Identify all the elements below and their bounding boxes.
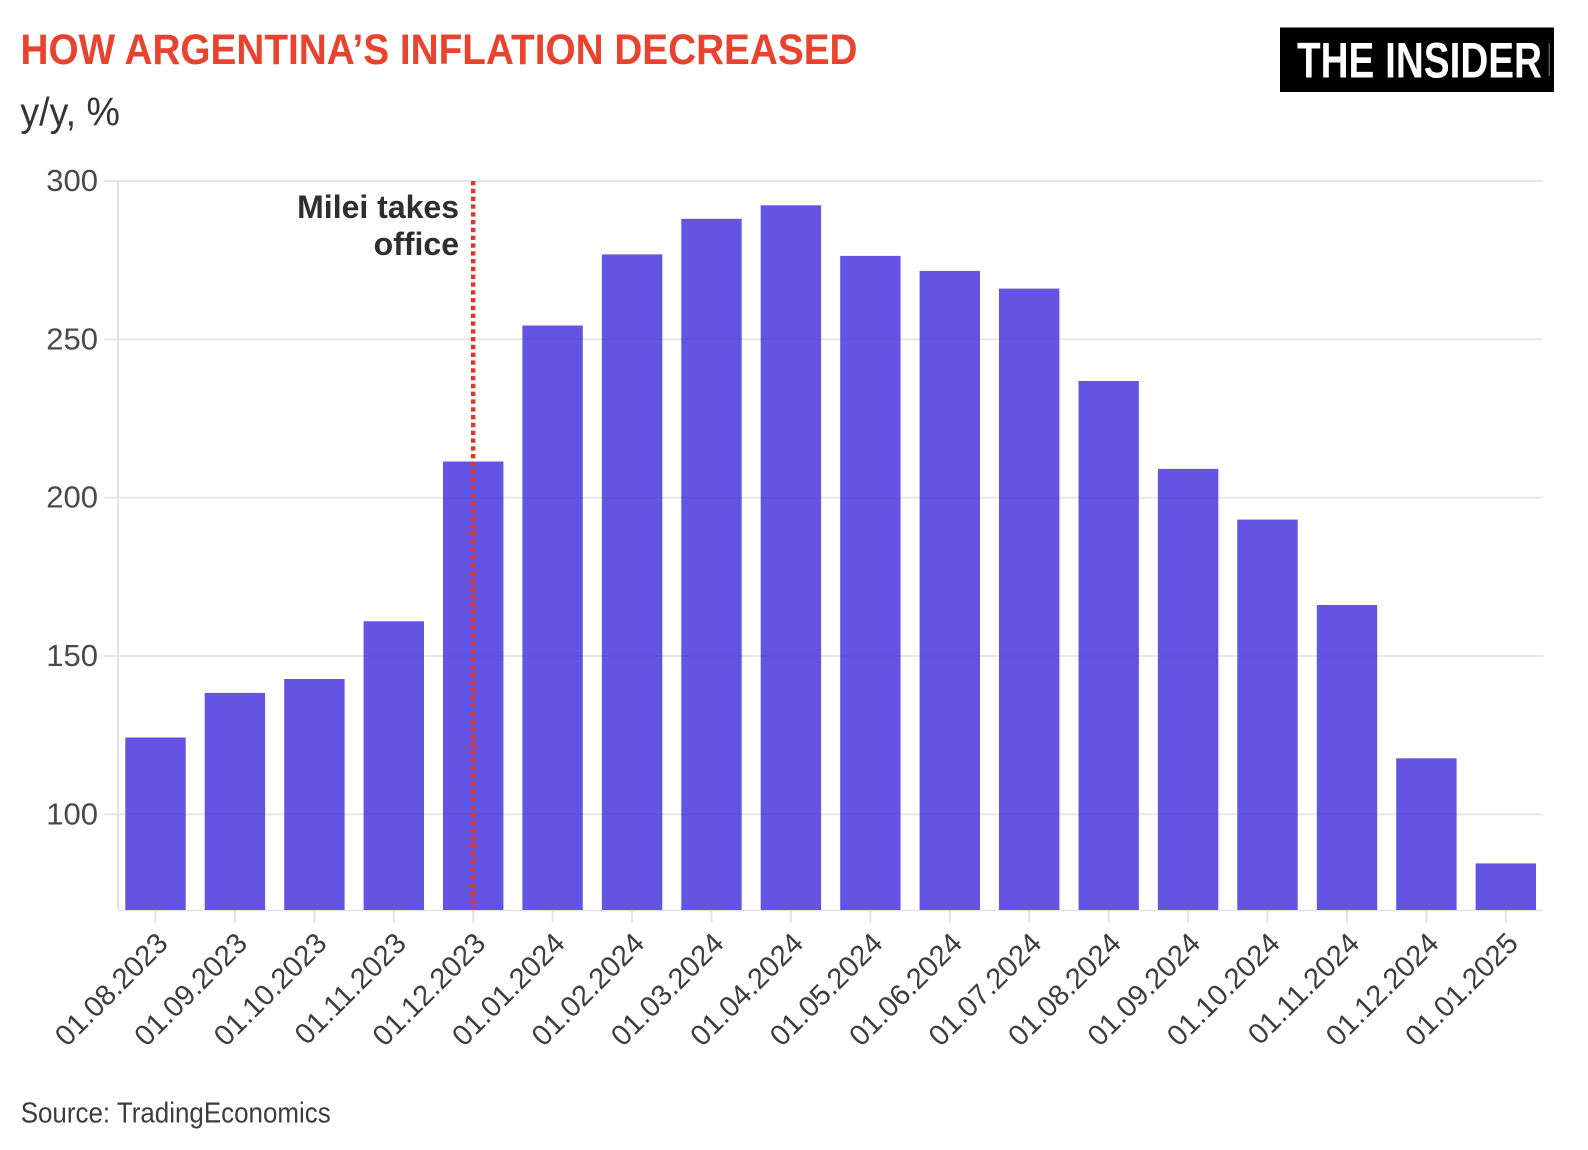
svg-text:HOW ARGENTINA’S INFLATION DECR: HOW ARGENTINA’S INFLATION DECREASED: [21, 27, 858, 74]
svg-text:200: 200: [46, 480, 98, 515]
svg-text:150: 150: [46, 638, 98, 673]
svg-text:300: 300: [46, 163, 98, 198]
svg-text:Source: TradingEconomics: Source: TradingEconomics: [21, 1098, 331, 1130]
svg-text:Milei takes: Milei takes: [297, 189, 459, 225]
svg-text:THE INSIDER: THE INSIDER: [1297, 32, 1542, 89]
svg-text:250: 250: [46, 321, 98, 356]
svg-text:office: office: [374, 226, 459, 262]
svg-text:y/y, %: y/y, %: [20, 91, 120, 135]
svg-text:100: 100: [46, 796, 98, 831]
